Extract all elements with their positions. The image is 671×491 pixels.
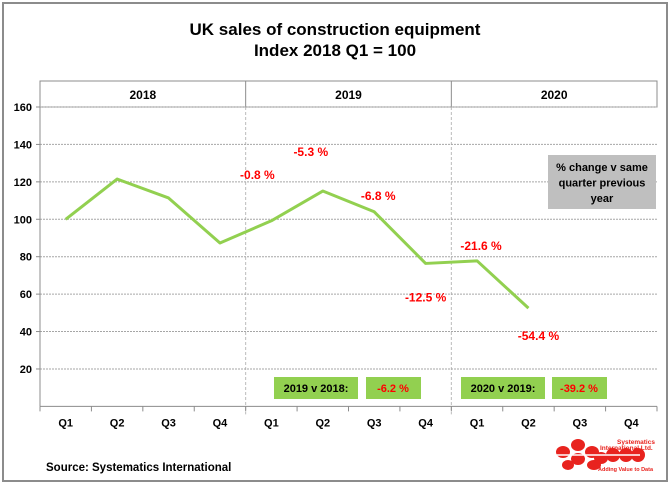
x-tick-label: Q1 — [264, 417, 279, 429]
x-tick-label: Q4 — [213, 417, 229, 429]
year-label: 2020 — [541, 88, 568, 102]
y-tick-label: 80 — [20, 252, 32, 264]
pct-change-label: -21.6 % — [460, 239, 502, 253]
x-tick-label: Q2 — [521, 417, 536, 429]
x-tick-label: Q4 — [418, 417, 434, 429]
annual-change-value: -6.2 % — [377, 383, 409, 395]
x-tick-label: Q4 — [624, 417, 640, 429]
note-text: year — [591, 193, 614, 205]
svg-text:International Ltd.: International Ltd. — [600, 445, 653, 452]
svg-text:Adding Value to Data: Adding Value to Data — [598, 467, 654, 473]
x-tick-label: Q1 — [58, 417, 73, 429]
year-label: 2018 — [129, 88, 156, 102]
y-tick-label: 60 — [20, 289, 32, 301]
x-tick-label: Q3 — [367, 417, 382, 429]
year-label: 2019 — [335, 88, 362, 102]
y-tick-label: 20 — [20, 364, 32, 376]
annual-change-label: 2020 v 2019: — [471, 383, 536, 395]
x-tick-label: Q2 — [110, 417, 125, 429]
x-tick-label: Q3 — [161, 417, 176, 429]
y-tick-label: 120 — [14, 177, 32, 189]
x-tick-label: Q2 — [315, 417, 330, 429]
pct-change-label: -12.5 % — [405, 290, 447, 304]
y-tick-label: 40 — [20, 327, 32, 339]
y-tick-label: 140 — [14, 139, 32, 151]
x-tick-label: Q1 — [470, 417, 485, 429]
y-tick-label: 100 — [14, 214, 32, 226]
annual-change-label: 2019 v 2018: — [284, 383, 349, 395]
chart-subtitle: Index 2018 Q1 = 100 — [254, 41, 416, 60]
note-text: % change v same — [556, 162, 648, 174]
pct-change-label: -6.8 % — [361, 189, 396, 203]
chart-title: UK sales of construction equipment — [190, 20, 481, 39]
pct-change-label: -54.4 % — [518, 329, 560, 343]
annual-change-value: -39.2 % — [560, 383, 598, 395]
x-tick-label: Q3 — [573, 417, 588, 429]
source-label: Source: Systematics International — [46, 462, 231, 474]
pct-change-label: -0.8 % — [240, 168, 275, 182]
chart-border — [3, 3, 667, 481]
note-text: quarter previous — [559, 178, 646, 190]
pct-change-label: -5.3 % — [293, 145, 328, 159]
y-tick-label: 160 — [14, 102, 32, 114]
